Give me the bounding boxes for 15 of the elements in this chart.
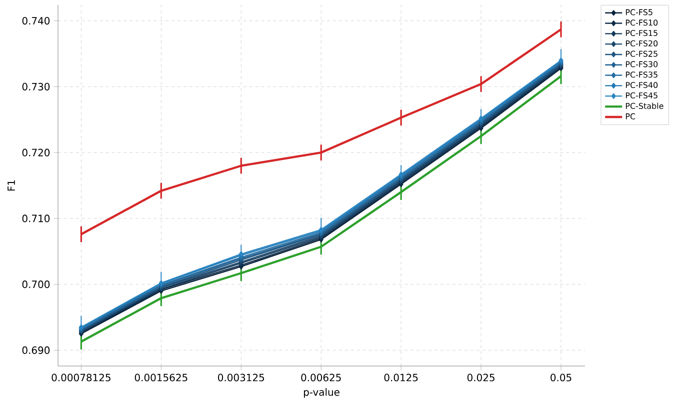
- y-tick-label: 0.720: [22, 148, 50, 156]
- x-tick-label: 0.0125: [384, 374, 418, 382]
- x-tick-label: 0.05: [550, 374, 572, 382]
- y-tick-label: 0.710: [22, 214, 50, 222]
- x-tick-label: 0.0015625: [134, 374, 188, 382]
- x-tick-label: 0.00078125: [52, 374, 110, 382]
- y-tick-label: 0.700: [22, 280, 50, 288]
- x-axis-title: p-value: [304, 388, 340, 398]
- y-tick-label: 0.690: [22, 346, 50, 354]
- y-axis-title: F1: [8, 180, 15, 191]
- y-tick-label: 0.740: [22, 17, 50, 25]
- y-tick-label: 0.730: [22, 82, 50, 90]
- x-tick-label: 0.025: [467, 374, 494, 382]
- x-tick-label: 0.00625: [301, 374, 341, 382]
- x-tick-label: 0.003125: [218, 374, 264, 382]
